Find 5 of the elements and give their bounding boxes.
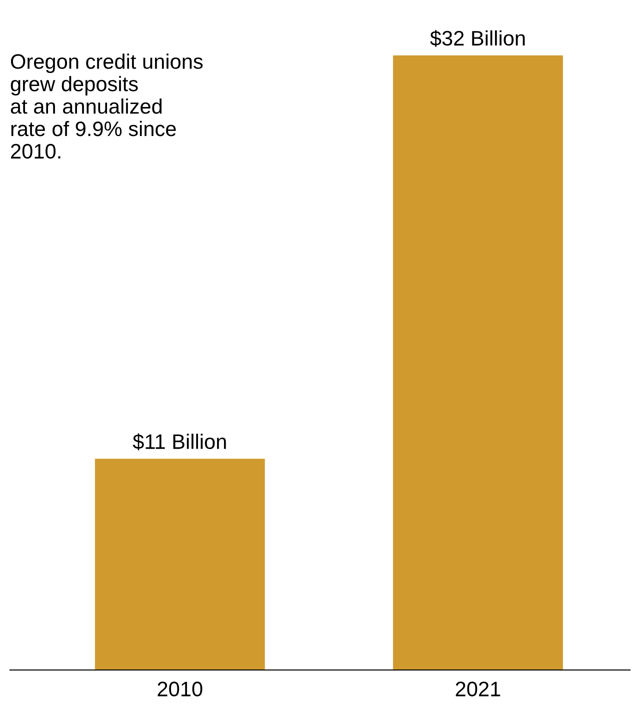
x-tick-label: 2021: [456, 682, 500, 696]
data-label: $11 Billion: [132, 433, 226, 450]
x-tick-label: 2010: [158, 682, 202, 696]
annotation: Oregon credit unions grew deposits at an annualized rate of 9.9% since 2010.: [10, 54, 203, 159]
data-label: $32 Billion: [430, 30, 525, 47]
